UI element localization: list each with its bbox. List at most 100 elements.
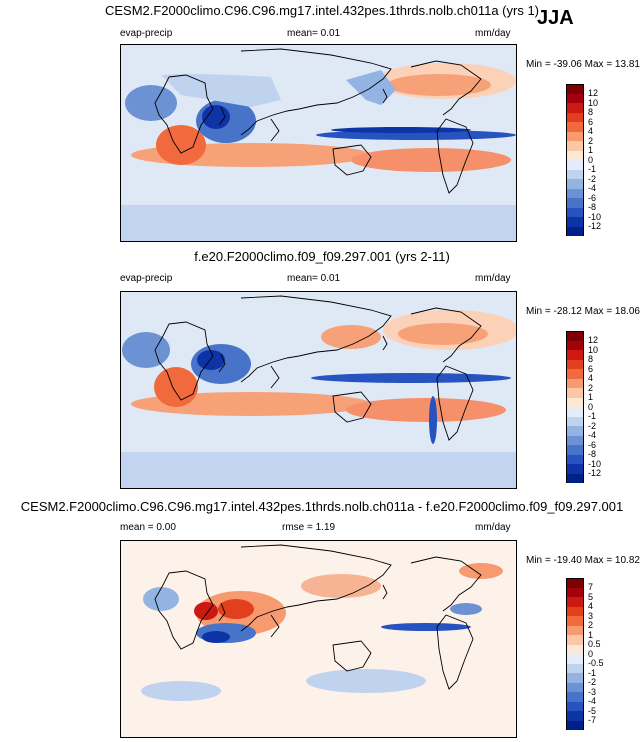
panel2-map <box>120 291 517 489</box>
colorbar-box <box>566 378 584 388</box>
colorbar-tick-label: -1 <box>588 411 597 421</box>
colorbar-tick-label: 3 <box>588 610 594 621</box>
colorbar-box <box>566 397 584 407</box>
colorbar-tick-label: 6 <box>588 116 594 127</box>
colorbar-tick-label: 10 <box>588 344 599 355</box>
colorbar-box <box>566 112 584 122</box>
colorbar-tick-label: -1 <box>588 164 597 174</box>
colorbar-tick-label: 8 <box>588 354 594 364</box>
colorbar-box <box>566 597 584 607</box>
colorbar-box <box>566 179 584 189</box>
colorbar-box <box>566 160 584 170</box>
panel3-title: CESM2.F2000climo.C96.C96.mg17.intel.432p… <box>20 499 624 514</box>
colorbar-box <box>566 654 584 664</box>
colorbar-tick-label: 4 <box>588 601 594 611</box>
colorbar-tick-label: -2 <box>588 420 597 431</box>
season-label: JJA <box>537 7 574 29</box>
colorbar-tick-label: -12 <box>588 468 602 478</box>
colorbar-box <box>566 388 584 398</box>
panel3-rmse-value: 1.19 <box>315 522 336 533</box>
colorbar-box <box>566 473 584 483</box>
colorbar-box <box>566 416 584 426</box>
colorbar-box <box>566 350 584 360</box>
colorbar-tick-label: -3 <box>588 686 597 697</box>
colorbar-tick-label: 2 <box>588 620 594 630</box>
colorbar-tick-label: 1 <box>588 629 594 640</box>
colorbar-tick-label: 6 <box>588 363 594 374</box>
colorbar-tick-label: 8 <box>588 107 594 117</box>
colorbar-box <box>566 131 584 141</box>
colorbar-box <box>566 682 584 692</box>
colorbar-tick-label: 1 <box>588 145 594 155</box>
colorbar-tick-label: 12 <box>588 335 599 345</box>
colorbar-tick-label: -7 <box>588 715 597 725</box>
colorbar-tick-label: -12 <box>588 221 602 231</box>
colorbar-box <box>566 578 584 589</box>
colorbar-box <box>566 426 584 436</box>
colorbar-box <box>566 217 584 227</box>
colorbar-box <box>566 103 584 113</box>
colorbar-box <box>566 407 584 417</box>
panel2-colorbar: 12 10 8 6 4 2 1 0 -1 -2 -4 -6 -8 -10 -12 <box>566 331 626 483</box>
colorbar-tick-label: -2 <box>588 677 597 687</box>
colorbar-box <box>566 644 584 654</box>
panel3-colorbar: 7 5 4 3 2 1 0.5 0 -0.5 -1 -2 -3 -4 -5 -7 <box>566 578 626 730</box>
panel2-mean-value: 0.01 <box>320 273 341 284</box>
colorbar-tick-label: -4 <box>588 183 597 193</box>
panel1-field <box>121 45 516 241</box>
colorbar-box <box>566 435 584 445</box>
colorbar-tick-label: -10 <box>588 211 602 222</box>
colorbar-tick-label: -5 <box>588 705 597 716</box>
colorbar-box <box>566 663 584 673</box>
panel2-mean: mean= 0.01 <box>287 274 340 284</box>
panel1-mean: mean= 0.01 <box>287 29 340 39</box>
colorbar-box <box>566 84 584 95</box>
panel1-title: CESM2.F2000climo.C96.C96.mg17.intel.432p… <box>104 3 540 18</box>
panel1-variable: evap-precip <box>120 28 173 39</box>
colorbar-tick-label: 5 <box>588 591 594 602</box>
panel1-map <box>120 44 517 242</box>
panel3-field <box>121 541 516 737</box>
colorbar-box <box>566 169 584 179</box>
panel1-mean-value: 0.01 <box>320 28 341 39</box>
colorbar-tick-label: 4 <box>588 126 594 136</box>
colorbar-box <box>566 454 584 464</box>
colorbar-tick-label: -6 <box>588 439 597 450</box>
panel3-mean-label: mean = <box>120 522 154 533</box>
colorbar-box <box>566 188 584 198</box>
colorbar-tick-label: -6 <box>588 192 597 203</box>
colorbar-tick-label: -4 <box>588 696 597 706</box>
colorbar-box <box>566 141 584 151</box>
colorbar-box <box>566 720 584 730</box>
colorbar-tick-label: -1 <box>588 667 597 678</box>
colorbar-box <box>566 464 584 474</box>
colorbar-tick-label: -8 <box>588 449 597 459</box>
colorbar-box <box>566 150 584 160</box>
panel3-map <box>120 540 517 738</box>
colorbar-box <box>566 692 584 702</box>
colorbar-box <box>566 445 584 455</box>
colorbar-box <box>566 369 584 379</box>
panel2-variable: evap-precip <box>120 273 173 284</box>
colorbar-box <box>566 198 584 208</box>
panel3-minmax: Min = -19.40 Max = 10.82 <box>526 555 640 566</box>
colorbar-tick-label: -10 <box>588 458 602 469</box>
colorbar-tick-label: 7 <box>588 582 594 592</box>
panel2-units: mm/day <box>475 273 511 284</box>
panel3-rmse: rmse = 1.19 <box>282 523 335 533</box>
colorbar-tick-label: 4 <box>588 373 594 383</box>
colorbar-box <box>566 606 584 616</box>
colorbar-box <box>566 625 584 635</box>
colorbar-box <box>566 673 584 683</box>
panel1-colorbar: 12 10 8 6 4 2 1 0 -1 -2 -4 -6 -8 -10 -12 <box>566 84 626 236</box>
panel2-mean-label: mean= <box>287 273 318 284</box>
colorbar-tick-label: 0.5 <box>588 639 601 649</box>
colorbar-box <box>566 207 584 217</box>
panel2-field <box>121 292 516 488</box>
colorbar-tick-label: 0 <box>588 154 594 165</box>
colorbar-tick-label: 0 <box>588 401 594 412</box>
colorbar-box <box>566 587 584 597</box>
colorbar-tick-label: 10 <box>588 97 599 108</box>
panel3-mean-value: 0.00 <box>156 522 176 533</box>
colorbar-box <box>566 331 584 342</box>
